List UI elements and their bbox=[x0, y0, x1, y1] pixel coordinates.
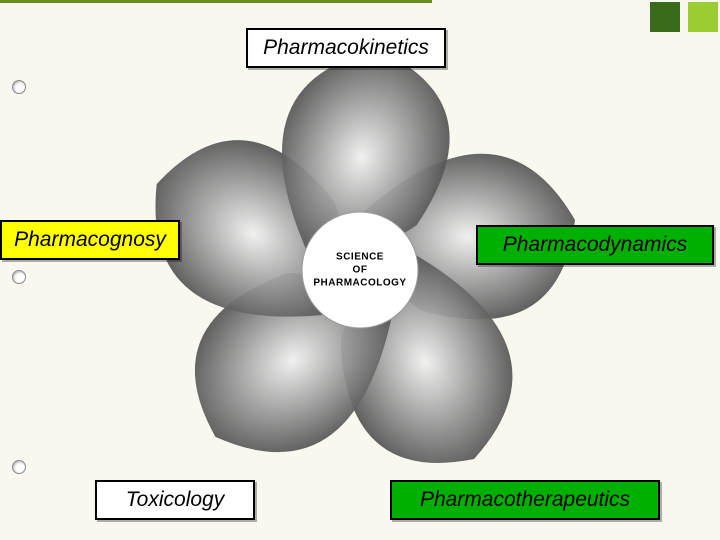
center-line1: SCIENCE bbox=[313, 251, 406, 264]
center-line2: OF bbox=[313, 264, 406, 277]
ring-hole bbox=[12, 460, 26, 474]
label-pharmacokinetics: Pharmacokinetics bbox=[246, 28, 446, 68]
label-pharmacotherapeutics: Pharmacotherapeutics bbox=[390, 480, 660, 520]
ring-hole bbox=[12, 80, 26, 94]
corner-square-light bbox=[688, 2, 718, 32]
ring-hole bbox=[12, 270, 26, 284]
label-pharmacodynamics: Pharmacodynamics bbox=[476, 225, 714, 265]
label-pharmacognosy: Pharmacognosy bbox=[0, 220, 180, 260]
center-line3: PHARMACOLOGY bbox=[313, 277, 406, 290]
header-accent-line bbox=[0, 0, 720, 3]
label-toxicology: Toxicology bbox=[95, 480, 255, 520]
center-label: SCIENCE OF PHARMACOLOGY bbox=[313, 251, 406, 290]
corner-decoration bbox=[620, 0, 720, 35]
corner-square-dark bbox=[650, 2, 680, 32]
